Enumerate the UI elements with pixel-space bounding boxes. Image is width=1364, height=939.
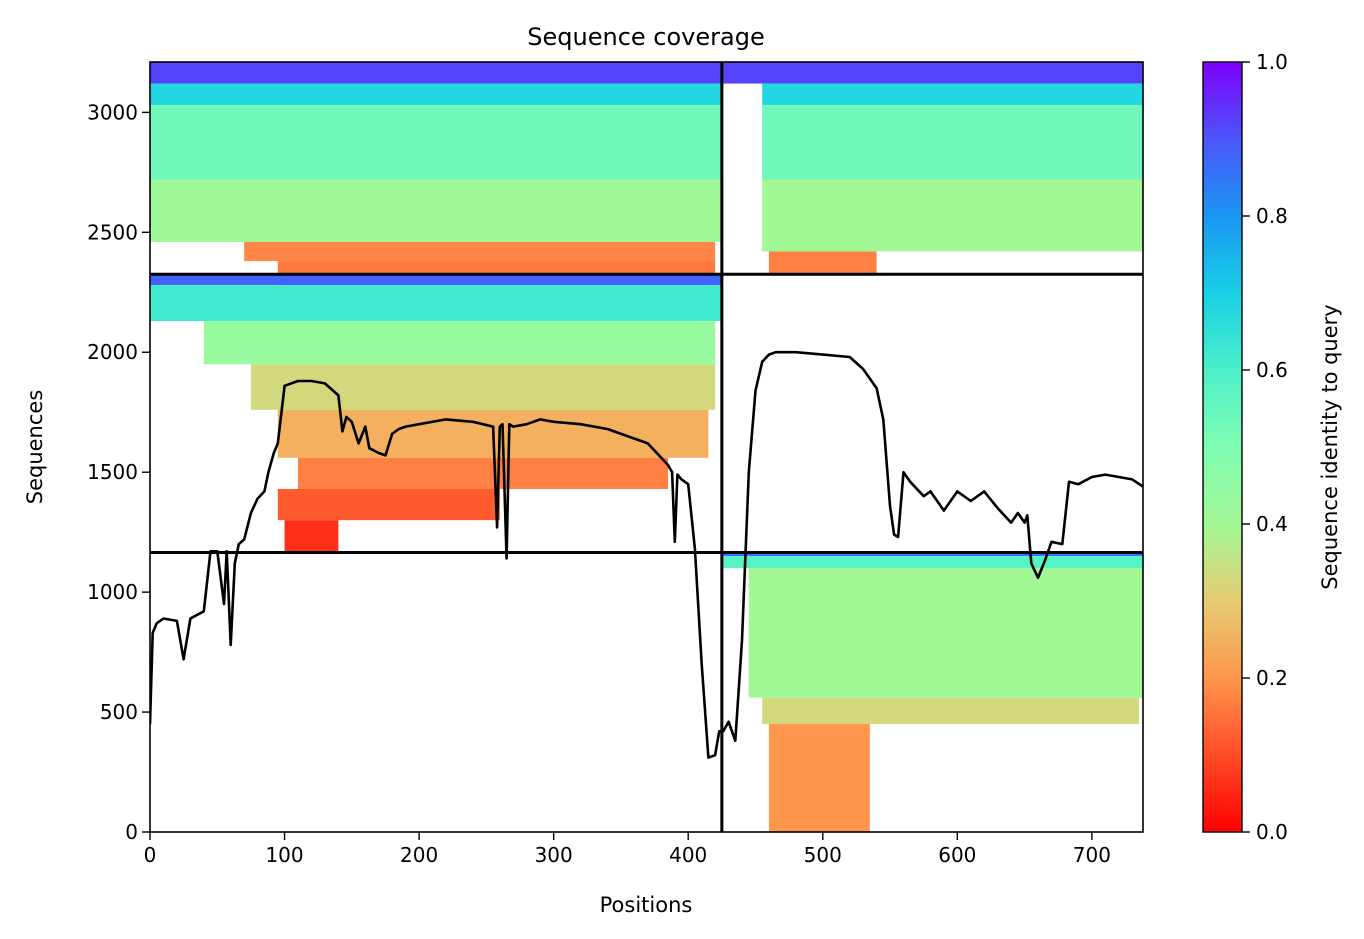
y-axis: 0 500 1000 1500 2000 2500 3000 xyxy=(87,100,150,844)
colorbar-tick-label: 0.0 xyxy=(1256,820,1288,844)
colorbar: 0.0 0.2 0.4 0.6 0.8 1.0 Sequence identity to … xyxy=(1202,50,1342,844)
colorbar-tick-label: 1.0 xyxy=(1256,50,1288,74)
x-axis-label: Positions xyxy=(600,893,693,917)
x-tick-label: 700 xyxy=(1073,843,1111,867)
coverage-band-2-1 xyxy=(150,285,722,322)
x-tick-label: 300 xyxy=(535,843,573,867)
plot-frame xyxy=(149,61,1144,833)
colorbar-tick-label: 0.2 xyxy=(1256,666,1288,690)
coverage-band-0-5 xyxy=(277,261,716,275)
y-tick-label: 500 xyxy=(100,700,138,724)
coverage-band-0-1 xyxy=(150,83,722,106)
coverage-band-2-2 xyxy=(203,321,716,365)
coverage-band-0-2 xyxy=(150,105,722,180)
coverage-band-2-3 xyxy=(250,364,716,410)
y-tick-label: 1000 xyxy=(87,580,138,604)
x-tick-label: 100 xyxy=(265,843,303,867)
y-tick-label: 0 xyxy=(125,820,138,844)
coverage-band-3-1 xyxy=(721,556,1143,569)
x-tick-label: 500 xyxy=(804,843,842,867)
x-tick-label: 200 xyxy=(400,843,438,867)
y-tick-label: 2000 xyxy=(87,340,138,364)
coverage-band-2-0 xyxy=(150,274,722,286)
coverage-band-0-0 xyxy=(150,62,722,84)
coverage-band-2-5 xyxy=(298,457,669,489)
coverage-band-1-2 xyxy=(762,105,1143,180)
colorbar-tick-label: 0.4 xyxy=(1256,512,1288,536)
x-tick-label: 0 xyxy=(144,843,157,867)
y-tick-label: 1500 xyxy=(87,460,138,484)
y-tick-label: 3000 xyxy=(87,100,138,124)
coverage-band-3-3 xyxy=(762,697,1139,725)
colorbar-ticks: 0.0 0.2 0.4 0.6 0.8 1.0 xyxy=(1242,50,1288,844)
block-boundaries xyxy=(150,62,1143,832)
colorbar-tick-label: 0.8 xyxy=(1256,204,1288,228)
coverage-band-0-4 xyxy=(244,241,716,262)
coverage-band-2-7 xyxy=(284,520,339,553)
coverage-band-1-1 xyxy=(762,83,1143,106)
colorbar-tick-label: 0.6 xyxy=(1256,358,1288,382)
y-axis-label: Sequences xyxy=(23,390,47,505)
x-axis: 0 100 200 300 400 500 600 700 xyxy=(144,832,1111,867)
coverage-band-3-4 xyxy=(768,724,870,832)
x-tick-label: 600 xyxy=(938,843,976,867)
coverage-band-3-2 xyxy=(748,568,1143,698)
coverage-band-1-3 xyxy=(762,179,1143,252)
coverage-band-1-0 xyxy=(721,62,1143,84)
y-tick-label: 2500 xyxy=(87,220,138,244)
coverage-line xyxy=(150,350,1143,759)
chart-title: Sequence coverage xyxy=(527,23,764,51)
coverage-band-0-3 xyxy=(150,179,722,242)
x-tick-label: 400 xyxy=(669,843,707,867)
colorbar-gradient xyxy=(1202,61,1243,833)
coverage-band-2-6 xyxy=(277,488,500,521)
plot-area xyxy=(150,62,1143,832)
colorbar-label: Sequence identity to query xyxy=(1318,304,1342,589)
coverage-band-1-4 xyxy=(768,251,877,275)
coverage-band-3-0 xyxy=(721,552,1143,557)
